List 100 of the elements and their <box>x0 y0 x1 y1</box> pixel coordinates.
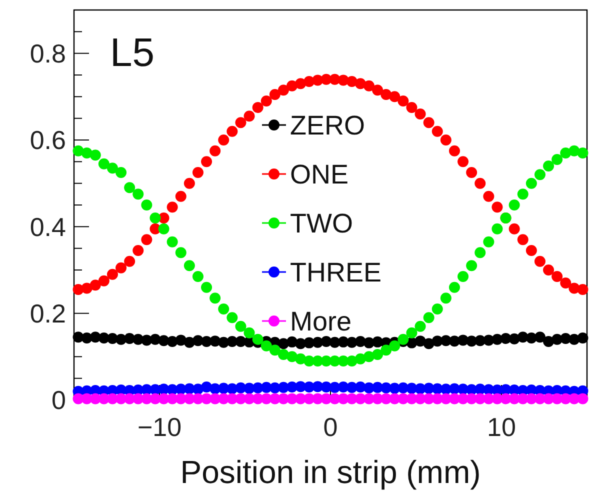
point <box>432 126 443 137</box>
point <box>192 167 204 178</box>
point <box>458 271 469 282</box>
y-tick-label: 0.6 <box>30 125 66 156</box>
point <box>201 282 212 293</box>
point <box>440 292 452 304</box>
x-tick-label: −10 <box>137 412 182 442</box>
x-axis-title: Position in strip (mm) <box>180 454 481 490</box>
point <box>269 344 280 356</box>
point <box>286 80 298 92</box>
point <box>577 393 588 404</box>
point <box>432 304 443 314</box>
point <box>483 190 494 202</box>
point <box>398 334 409 345</box>
point <box>526 245 537 256</box>
point <box>526 178 537 189</box>
point <box>577 332 588 344</box>
point <box>380 344 392 356</box>
point <box>141 234 152 246</box>
point <box>269 89 280 100</box>
legend-label: ZERO <box>290 110 366 141</box>
point <box>286 351 298 362</box>
point <box>508 223 520 234</box>
point <box>106 162 118 174</box>
point <box>568 145 580 156</box>
point <box>226 126 238 137</box>
point <box>534 256 546 267</box>
point <box>372 349 384 360</box>
point <box>474 247 486 258</box>
point <box>517 234 528 246</box>
point <box>466 260 478 272</box>
point <box>560 148 572 158</box>
point <box>98 275 110 286</box>
point <box>132 188 144 200</box>
y-tick-label: 0.8 <box>30 38 66 68</box>
point <box>363 80 374 92</box>
point <box>132 245 144 256</box>
point <box>534 332 546 343</box>
point <box>534 169 546 180</box>
point <box>158 223 170 234</box>
point <box>124 256 136 267</box>
point <box>577 148 588 158</box>
point <box>150 212 161 224</box>
point <box>474 178 486 189</box>
point <box>458 156 469 168</box>
point <box>423 117 434 128</box>
point <box>106 268 118 280</box>
legend-label: ONE <box>290 160 349 190</box>
text: L5 <box>110 31 154 75</box>
point <box>380 89 392 100</box>
point <box>235 117 246 128</box>
point <box>98 158 110 170</box>
point <box>192 271 204 282</box>
point <box>552 154 563 165</box>
point <box>260 340 272 352</box>
point <box>218 304 230 314</box>
point <box>414 108 426 120</box>
point <box>210 292 221 304</box>
point <box>448 282 460 293</box>
x-tick-label: 0 <box>323 412 338 442</box>
point <box>141 200 152 210</box>
point <box>372 84 384 96</box>
y-tick-label: 0.4 <box>30 212 66 242</box>
legend-label: THREE <box>290 258 382 288</box>
point <box>440 134 452 146</box>
point <box>414 320 426 332</box>
point <box>218 134 230 146</box>
point <box>235 320 246 332</box>
point <box>175 247 186 258</box>
point <box>252 334 264 345</box>
point <box>398 96 409 106</box>
point <box>244 110 255 122</box>
point <box>201 156 212 168</box>
point <box>543 264 554 276</box>
point <box>508 200 520 210</box>
point <box>90 280 101 291</box>
point <box>423 312 434 324</box>
point <box>184 178 195 189</box>
point <box>166 202 178 213</box>
point <box>406 327 418 338</box>
point <box>492 223 503 234</box>
point <box>175 190 186 202</box>
point <box>278 84 289 96</box>
point <box>210 145 221 156</box>
point <box>124 182 136 194</box>
point <box>406 102 418 113</box>
point <box>560 278 572 288</box>
point <box>116 167 127 178</box>
legend-label: TWO <box>290 208 353 239</box>
point <box>166 236 178 248</box>
point <box>389 91 400 102</box>
point <box>226 312 238 324</box>
point <box>577 284 588 295</box>
point <box>90 150 101 161</box>
y-tick-label: 0 <box>52 385 66 416</box>
point <box>492 202 503 213</box>
point <box>389 340 400 352</box>
point <box>466 167 478 178</box>
point <box>483 236 494 248</box>
point <box>260 96 272 106</box>
